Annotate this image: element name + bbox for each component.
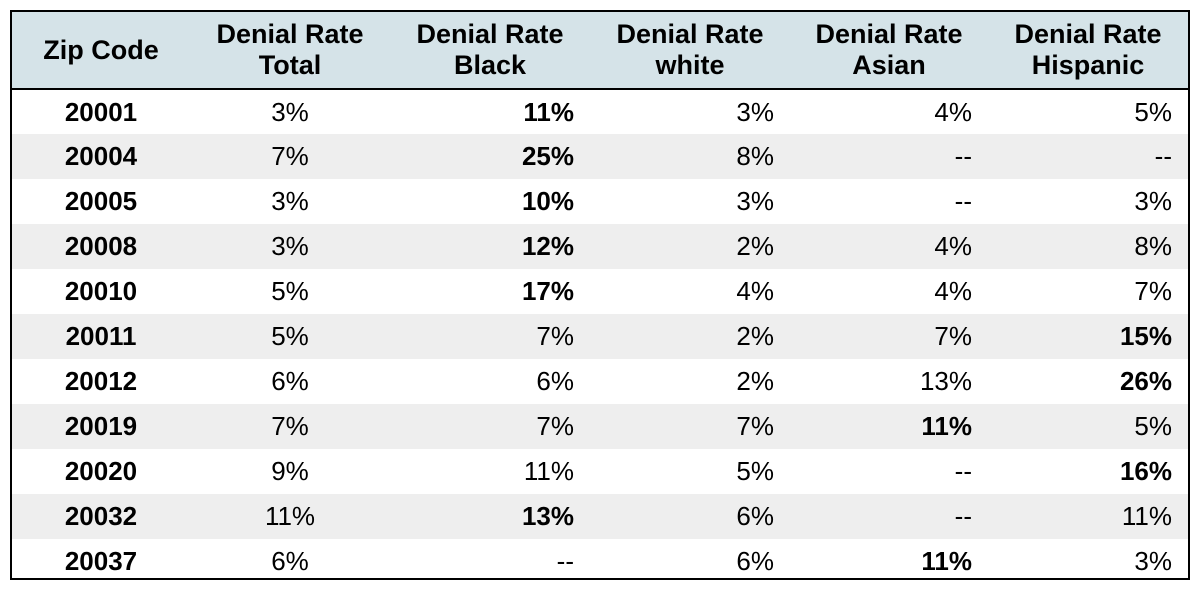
cell-denial-rate-black: 11%	[523, 96, 574, 127]
cell-denial-rate-white: 5%	[736, 456, 774, 486]
cell-denial-rate-hispanic: 5%	[1134, 411, 1172, 441]
cell-zip-code: 20005	[64, 186, 138, 216]
table-row: 20011 5% 7% 2% 7% 15%	[12, 314, 1188, 359]
table-row: 20019 7% 7% 7% 11% 5%	[12, 404, 1188, 449]
cell-zip-code: 20011	[65, 321, 137, 351]
cell-denial-rate-black: 17%	[521, 276, 574, 306]
cell-denial-rate-asian: 13%	[919, 366, 972, 396]
cell-denial-rate-hispanic: 15%	[1119, 321, 1172, 351]
table-header-row: Zip Code Denial Rate Total Denial Rate B…	[12, 12, 1188, 90]
cell-denial-rate-black: 10%	[521, 186, 574, 216]
table-row: 20004 7% 25% 8% -- --	[12, 134, 1188, 179]
header-line: Total	[258, 50, 322, 80]
header-line: Denial Rate	[416, 19, 564, 49]
header-line: white	[655, 50, 725, 80]
cell-zip-code: 20012	[64, 366, 138, 396]
header-line: Denial Rate	[815, 19, 963, 49]
cell-denial-rate-hispanic: 26%	[1119, 366, 1172, 396]
cell-denial-rate-white: 7%	[736, 411, 774, 441]
table-row: 20010 5% 17% 4% 4% 7%	[12, 269, 1188, 314]
cell-denial-rate-hispanic: 5%	[1134, 96, 1172, 127]
cell-denial-rate-asian: --	[954, 456, 972, 486]
cell-denial-rate-hispanic: --	[1154, 141, 1172, 171]
table-row: 20012 6% 6% 2% 13% 26%	[12, 359, 1188, 404]
cell-denial-rate-black: 7%	[536, 411, 574, 441]
cell-denial-rate-hispanic: 11%	[1121, 501, 1172, 531]
cell-denial-rate-white: 2%	[736, 366, 774, 396]
table-row: 20008 3% 12% 2% 4% 8%	[12, 224, 1188, 269]
header-denial-rate-hispanic: Denial Rate Hispanic	[988, 12, 1188, 90]
header-line: Denial Rate	[216, 19, 364, 49]
cell-denial-rate-hispanic: 3%	[1134, 546, 1172, 576]
cell-zip-code: 20037	[64, 546, 138, 576]
cell-denial-rate-white: 2%	[736, 231, 774, 261]
table-row: 20005 3% 10% 3% -- 3%	[12, 179, 1188, 224]
cell-denial-rate-total: 3%	[271, 231, 309, 261]
cell-zip-code: 20020	[64, 456, 138, 486]
cell-denial-rate-asian: 7%	[934, 321, 972, 351]
header-line: Zip Code	[43, 34, 159, 65]
denial-rate-table: Zip Code Denial Rate Total Denial Rate B…	[12, 12, 1188, 578]
header-denial-rate-total: Denial Rate Total	[190, 12, 390, 90]
cell-denial-rate-total: 9%	[271, 456, 309, 486]
cell-zip-code: 20008	[64, 231, 138, 261]
cell-denial-rate-asian: --	[954, 186, 972, 216]
cell-denial-rate-hispanic: 8%	[1134, 231, 1172, 261]
cell-denial-rate-hispanic: 16%	[1119, 456, 1172, 486]
header-line: Asian	[852, 50, 926, 80]
cell-denial-rate-asian: 4%	[934, 231, 972, 261]
cell-denial-rate-asian: 4%	[934, 276, 972, 306]
cell-zip-code: 20004	[64, 141, 138, 171]
cell-denial-rate-total: 3%	[271, 186, 309, 216]
cell-denial-rate-total: 6%	[271, 366, 309, 396]
cell-denial-rate-black: 13%	[521, 501, 574, 531]
cell-denial-rate-hispanic: 7%	[1134, 276, 1172, 306]
table-row: 20001 3% 11% 3% 4% 5%	[12, 89, 1188, 134]
cell-denial-rate-asian: --	[954, 141, 972, 171]
table-body: 20001 3% 11% 3% 4% 5% 20004 7% 25% 8% -- -- 20005 3% 1…	[12, 89, 1188, 578]
header-zip-code: Zip Code	[12, 12, 190, 90]
cell-denial-rate-asian: --	[954, 501, 972, 531]
cell-zip-code: 20032	[64, 501, 138, 531]
table-row: 20020 9% 11% 5% -- 16%	[12, 449, 1188, 494]
cell-denial-rate-total: 5%	[271, 321, 309, 351]
cell-denial-rate-total: 7%	[271, 141, 309, 171]
header-line: Hispanic	[1031, 50, 1145, 80]
cell-denial-rate-white: 3%	[736, 186, 774, 216]
header-line: Denial Rate	[1014, 19, 1162, 49]
denial-rate-table-frame: Zip Code Denial Rate Total Denial Rate B…	[10, 10, 1190, 580]
table-row: 20037 6% -- 6% 11% 3%	[12, 539, 1188, 578]
cell-denial-rate-hispanic: 3%	[1134, 186, 1172, 216]
cell-denial-rate-white: 3%	[736, 96, 774, 127]
cell-denial-rate-total: 6%	[271, 546, 309, 576]
header-denial-rate-asian: Denial Rate Asian	[790, 12, 988, 90]
cell-denial-rate-white: 6%	[736, 546, 774, 576]
cell-zip-code: 20010	[64, 276, 138, 306]
header-denial-rate-black: Denial Rate Black	[390, 12, 590, 90]
cell-denial-rate-black: 6%	[536, 366, 574, 396]
cell-denial-rate-asian: 11%	[921, 546, 972, 576]
header-line: Black	[453, 50, 527, 80]
table-row: 20032 11% 13% 6% -- 11%	[12, 494, 1188, 539]
cell-denial-rate-white: 8%	[736, 141, 774, 171]
cell-denial-rate-black: 25%	[521, 141, 574, 171]
cell-denial-rate-black: 11%	[523, 456, 574, 486]
cell-denial-rate-asian: 11%	[921, 411, 972, 441]
cell-zip-code: 20019	[64, 411, 138, 441]
cell-denial-rate-black: 7%	[536, 321, 574, 351]
header-denial-rate-white: Denial Rate white	[590, 12, 790, 90]
cell-denial-rate-white: 2%	[736, 321, 774, 351]
cell-denial-rate-asian: 4%	[934, 96, 972, 127]
header-line: Denial Rate	[616, 19, 764, 49]
cell-denial-rate-black: 12%	[521, 231, 574, 261]
cell-denial-rate-total: 5%	[271, 276, 309, 306]
cell-denial-rate-white: 4%	[736, 276, 774, 306]
cell-denial-rate-total: 11%	[264, 501, 316, 531]
cell-denial-rate-total: 3%	[271, 96, 309, 127]
cell-zip-code: 20001	[64, 96, 138, 127]
cell-denial-rate-black: --	[556, 546, 574, 576]
cell-denial-rate-total: 7%	[271, 411, 309, 441]
cell-denial-rate-white: 6%	[736, 501, 774, 531]
